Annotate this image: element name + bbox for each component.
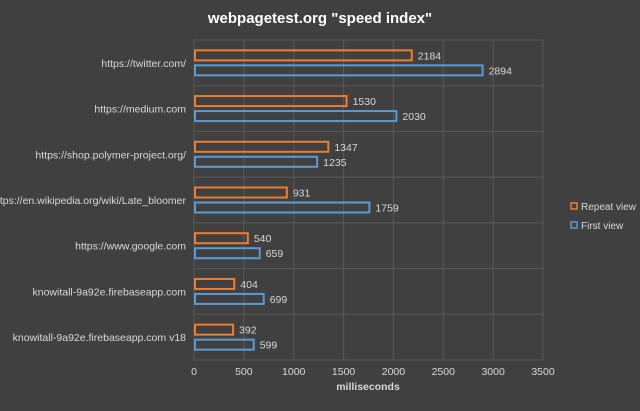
- x-tick-label: 500: [235, 366, 253, 378]
- x-tick-label: 0: [191, 366, 197, 378]
- x-tick-label: 1000: [282, 366, 306, 378]
- data-label: 2030: [402, 111, 426, 123]
- x-tick-label: 3000: [481, 366, 505, 378]
- x-tick-labels: 0 500 1000 1500 2000 2500 3000 3500: [191, 366, 555, 378]
- legend: Repeat view First view: [570, 202, 637, 232]
- data-label: 659: [266, 248, 284, 260]
- data-label: 1347: [334, 142, 358, 154]
- category-label: https://en.wikipedia.org/wiki/Late_bloom…: [0, 195, 187, 207]
- bar-repeat-view: [194, 95, 348, 108]
- category-label: https://shop.polymer-project.org/: [35, 149, 186, 161]
- data-label: 699: [270, 294, 288, 306]
- gridlines: [193, 39, 544, 361]
- bar-repeat-view: [194, 49, 413, 62]
- category-label: https://medium.com: [94, 104, 186, 116]
- x-tick-label: 3500: [531, 366, 555, 378]
- x-axis-label: milliseconds: [336, 381, 400, 393]
- data-label: 2184: [418, 50, 442, 62]
- data-labels: 2184 2894 1530 2030 1347 1235 931 1759 540 659 404…: [239, 50, 512, 351]
- category-labels: https://twitter.com/https://medium.com ht…: [0, 58, 187, 344]
- data-label: 540: [254, 233, 272, 245]
- x-tick-label: 2500: [432, 366, 456, 378]
- bar-repeat-view: [194, 186, 288, 199]
- legend-label: Repeat view: [581, 202, 637, 213]
- chart-title: webpagetest.org "speed index": [207, 10, 432, 27]
- bar-first-view: [194, 110, 398, 123]
- data-label: 1530: [353, 96, 377, 108]
- bar-first-view: [194, 292, 265, 305]
- bar-first-view: [194, 155, 319, 168]
- data-label: 599: [260, 340, 278, 352]
- bar-first-view: [194, 64, 484, 77]
- category-label: knowitall-9a92e.firebaseapp.com v18: [13, 332, 187, 344]
- category-label: https://twitter.com/: [101, 58, 186, 70]
- legend-swatch: [570, 202, 578, 210]
- data-label: 931: [293, 188, 311, 200]
- x-tick-label: 1500: [332, 366, 356, 378]
- data-label: 1235: [323, 157, 347, 169]
- bars: [194, 49, 484, 351]
- bar-first-view: [194, 247, 261, 260]
- bar-repeat-view: [194, 140, 330, 153]
- category-label: knowitall-9a92e.firebaseapp.com: [32, 286, 186, 298]
- bar-first-view: [194, 338, 255, 351]
- data-label: 1759: [375, 203, 399, 215]
- bar-repeat-view: [194, 323, 235, 336]
- data-label: 392: [239, 325, 257, 337]
- bar-repeat-view: [194, 277, 236, 290]
- legend-swatch: [570, 221, 578, 229]
- category-label: https://www.google.com: [75, 241, 186, 253]
- bar-repeat-view: [194, 232, 249, 245]
- data-label: 404: [240, 279, 258, 291]
- x-tick-label: 2000: [382, 366, 406, 378]
- data-label: 2894: [489, 65, 513, 77]
- bar-first-view: [194, 201, 371, 214]
- legend-label: First view: [581, 221, 624, 232]
